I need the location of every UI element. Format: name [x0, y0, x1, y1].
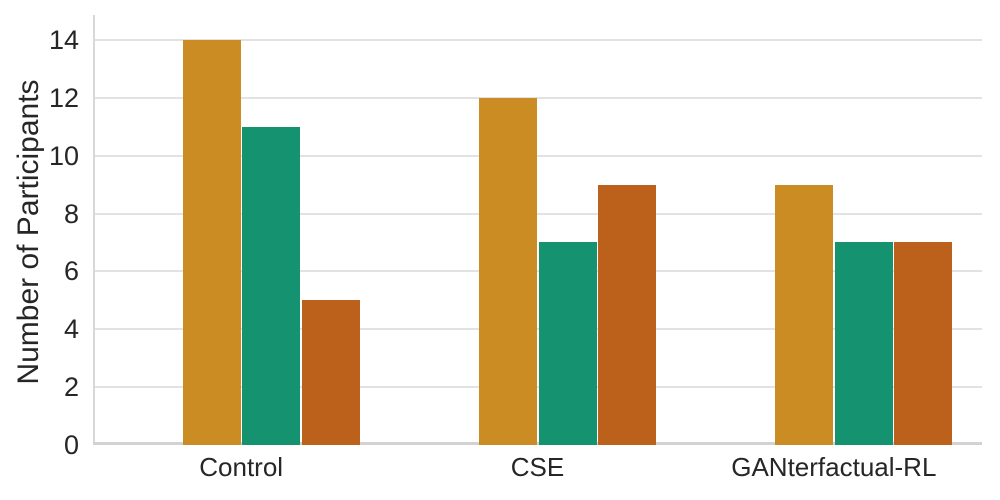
plot-area — [93, 15, 982, 445]
gridline-y-8 — [95, 212, 982, 215]
bar-orange-Control — [301, 300, 360, 445]
y-tick-label-6: 6 — [63, 256, 79, 287]
y-tick-label-2: 2 — [63, 372, 79, 403]
gridline-y-12 — [95, 96, 982, 99]
bar-orange-GANterfactual-RL — [894, 242, 953, 445]
gridline-y-14 — [95, 38, 982, 41]
y-tick-label-8: 8 — [63, 198, 79, 229]
bar-orange-CSE — [598, 184, 656, 445]
bar-gold-CSE — [479, 97, 537, 445]
y-tick-label-4: 4 — [63, 314, 79, 345]
y-tick-label-12: 12 — [48, 82, 79, 113]
x-axis-tick-labels: Control CSE GANterfactual-RL — [93, 450, 982, 484]
y-tick-label-10: 10 — [48, 140, 79, 171]
gridline-y-10 — [95, 154, 982, 157]
y-tick-label-0: 0 — [63, 430, 79, 460]
y-axis-spine — [93, 15, 95, 445]
bar-green-Control — [242, 126, 301, 445]
y-tick-label-14: 14 — [48, 24, 79, 55]
x-tick-label-Control: Control — [199, 452, 284, 482]
bar-green-CSE — [538, 242, 597, 445]
bar-green-GANterfactual-RL — [834, 242, 893, 445]
x-axis-spine — [93, 442, 982, 445]
y-axis-tick-labels: 0 2 4 6 8 10 12 14 — [0, 15, 79, 460]
bar-gold-Control — [182, 39, 241, 445]
x-tick-label-GANterfactual-RL: GANterfactual-RL — [731, 452, 937, 482]
bar-gold-GANterfactual-RL — [775, 184, 834, 445]
x-tick-label-CSE: CSE — [510, 452, 565, 482]
